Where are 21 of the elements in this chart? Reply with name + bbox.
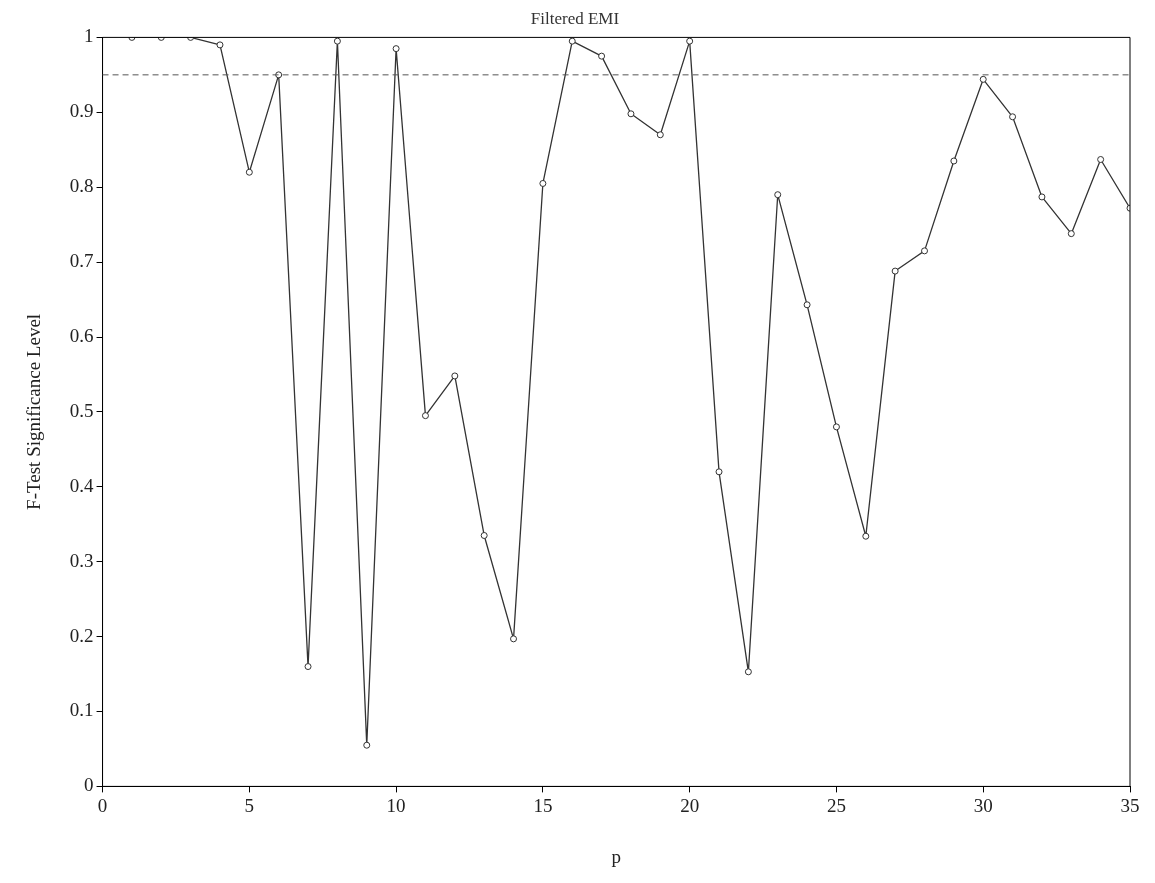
x-axis-title: p xyxy=(611,845,622,867)
y-tick-label: 0.8 xyxy=(69,175,94,197)
y-tick-label: 0.4 xyxy=(69,474,95,496)
y-tick-label: 0.1 xyxy=(69,699,94,721)
x-tick-label: 10 xyxy=(386,794,406,816)
y-tick-label: 0.2 xyxy=(69,624,94,646)
y-tick-label: 0 xyxy=(84,774,94,796)
y-tick-label: 1 xyxy=(84,25,94,47)
y-tick-label: 0.5 xyxy=(69,399,94,421)
x-tick-label: 35 xyxy=(1120,794,1140,816)
x-tick-label: 15 xyxy=(533,794,553,816)
y-tick-label: 0.6 xyxy=(69,324,94,346)
x-tick-label: 30 xyxy=(973,794,993,816)
x-tick-label: 5 xyxy=(244,794,255,816)
x-tick-label: 20 xyxy=(680,794,700,816)
y-axis-title: F-Test Significance Level xyxy=(23,313,45,510)
chart-title: Filtered EMI xyxy=(530,8,620,28)
y-tick-label: 0.3 xyxy=(69,549,94,571)
y-tick-label: 0.9 xyxy=(69,100,94,122)
y-tick-label: 0.7 xyxy=(69,250,94,272)
x-tick-label: 25 xyxy=(826,794,846,816)
